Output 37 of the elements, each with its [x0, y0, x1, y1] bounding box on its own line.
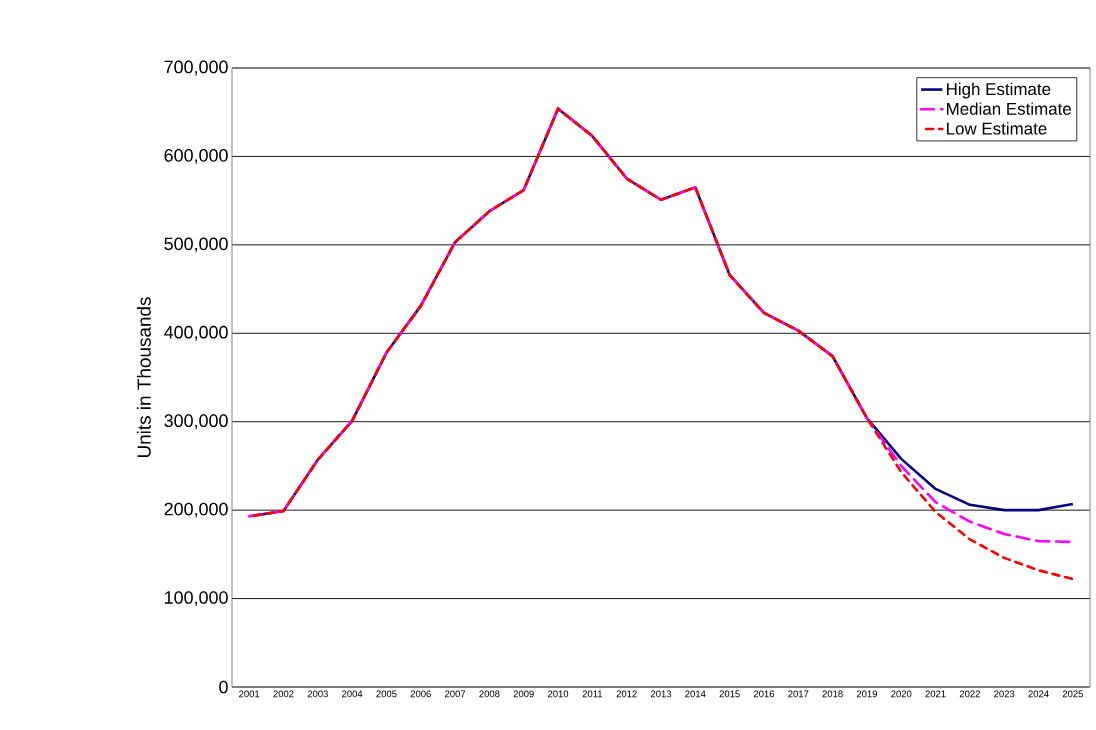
x-tick-label: 2023 — [994, 690, 1015, 698]
y-tick-label: 200,000 — [164, 502, 228, 518]
y-tick-label: 0 — [219, 680, 228, 694]
x-tick-label: 2013 — [650, 690, 672, 698]
x-tick-label: 2020 — [891, 690, 912, 698]
x-tick-label: 2010 — [547, 690, 569, 698]
x-tick-label: 2008 — [479, 690, 500, 698]
x-tick-label: 2014 — [685, 690, 706, 698]
y-tick-label: 300,000 — [164, 414, 228, 430]
x-tick-label: 2024 — [1028, 690, 1049, 698]
x-tick-label: 2025 — [1062, 690, 1083, 698]
x-tick-label: 2017 — [788, 690, 809, 698]
x-tick-label: 2003 — [307, 690, 328, 698]
x-tick-label: 2004 — [342, 690, 363, 698]
legend-label: High Estimate — [947, 82, 1051, 99]
y-tick-label: 700,000 — [164, 60, 228, 76]
x-tick-label: 2011 — [582, 690, 603, 698]
x-tick-label: 2018 — [822, 690, 843, 698]
x-tick-label: 2006 — [410, 690, 431, 698]
x-tick-label: 2022 — [959, 690, 980, 698]
y-tick-label: 100,000 — [165, 591, 228, 606]
x-tick-label: 2012 — [616, 690, 637, 698]
x-tick-label: 2009 — [513, 690, 534, 698]
x-tick-label: 2001 — [239, 690, 260, 698]
x-tick-label: 2019 — [856, 690, 877, 698]
y-tick-label: 500,000 — [164, 237, 228, 253]
x-tick-label: 2002 — [273, 690, 294, 698]
y-tick-label: 600,000 — [164, 149, 228, 164]
x-tick-label: 2007 — [445, 690, 466, 698]
x-tick-label: 2016 — [753, 690, 775, 698]
legend-label: Low Estimate — [947, 122, 1047, 135]
x-tick-label: 2015 — [719, 690, 740, 698]
y-axis-title: Units in Thousands — [136, 297, 151, 458]
y-tick-label: 400,000 — [164, 325, 228, 341]
x-tick-label: 2021 — [925, 690, 946, 698]
legend-label: Median Estimate — [947, 102, 1071, 115]
x-tick-label: 2005 — [376, 690, 397, 698]
